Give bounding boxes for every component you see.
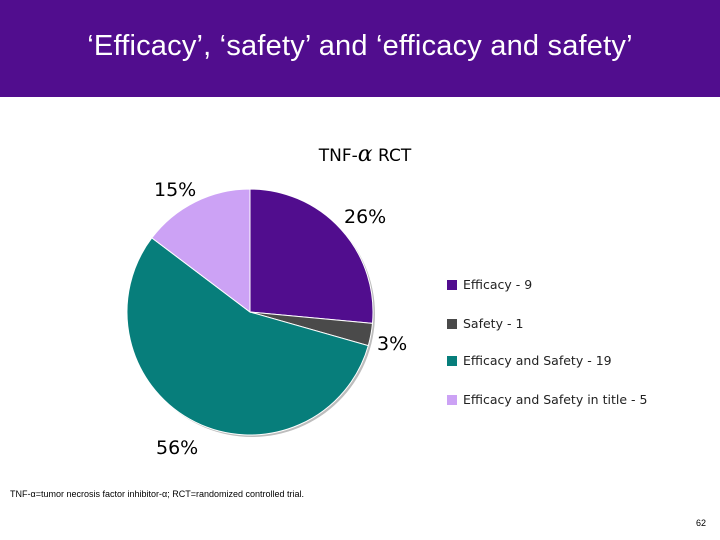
legend-label: Efficacy and Safety in title - 5	[463, 392, 648, 407]
chart-title: TNF-α RCT	[290, 142, 440, 167]
legend-swatch	[447, 279, 457, 290]
pie-slice-3	[151, 188, 251, 314]
slide-title: ‘Efficacy’, ‘safety’ and ‘efficacy and s…	[87, 30, 633, 62]
pie-percent-label: 56%	[156, 437, 199, 459]
legend-item-efficacy-and-safety-in-title: Efficacy and Safety in title - 5	[447, 392, 647, 407]
legend-swatch	[447, 394, 457, 405]
legend-label: Efficacy and Safety - 19	[463, 353, 612, 368]
legend-swatch	[447, 318, 457, 329]
legend-item-safety: Safety - 1	[447, 316, 523, 331]
footnote: TNF-α=tumor necrosis factor inhibitor-α;…	[10, 489, 305, 499]
chart-title-alpha: α	[357, 142, 373, 167]
chart-title-prefix: TNF-	[318, 146, 358, 166]
legend-label: Safety - 1	[463, 316, 524, 331]
legend-label: Efficacy - 9	[463, 277, 533, 292]
pie-percent-label: 3%	[377, 333, 408, 355]
pie-slice-0	[249, 188, 374, 324]
legend-item-efficacy: Efficacy - 9	[447, 277, 532, 292]
chart-title-suffix: RCT	[372, 146, 412, 166]
legend-swatch	[447, 355, 457, 366]
page-number: 62	[695, 518, 706, 528]
pie-percent-label: 15%	[154, 179, 197, 201]
pie-percent-label: 26%	[344, 206, 387, 228]
legend-item-efficacy-and-safety: Efficacy and Safety - 19	[447, 353, 612, 368]
title-bar	[0, 0, 720, 97]
pie-slice-2	[126, 237, 369, 436]
